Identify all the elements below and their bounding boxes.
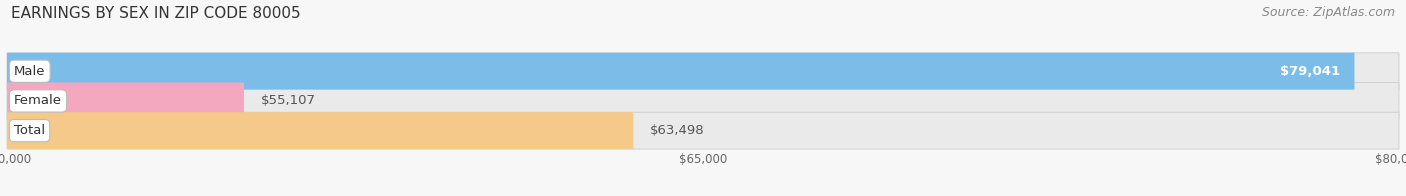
FancyBboxPatch shape [7,112,1399,149]
Text: Male: Male [14,65,45,78]
Text: $79,041: $79,041 [1281,65,1340,78]
Text: Source: ZipAtlas.com: Source: ZipAtlas.com [1261,6,1395,19]
FancyBboxPatch shape [7,53,1354,90]
Text: Total: Total [14,124,45,137]
Text: $63,498: $63,498 [650,124,704,137]
FancyBboxPatch shape [7,83,245,119]
FancyBboxPatch shape [7,53,1399,90]
Text: $55,107: $55,107 [260,94,316,107]
Text: EARNINGS BY SEX IN ZIP CODE 80005: EARNINGS BY SEX IN ZIP CODE 80005 [11,6,301,21]
FancyBboxPatch shape [7,83,1399,119]
Text: Female: Female [14,94,62,107]
FancyBboxPatch shape [7,112,633,149]
